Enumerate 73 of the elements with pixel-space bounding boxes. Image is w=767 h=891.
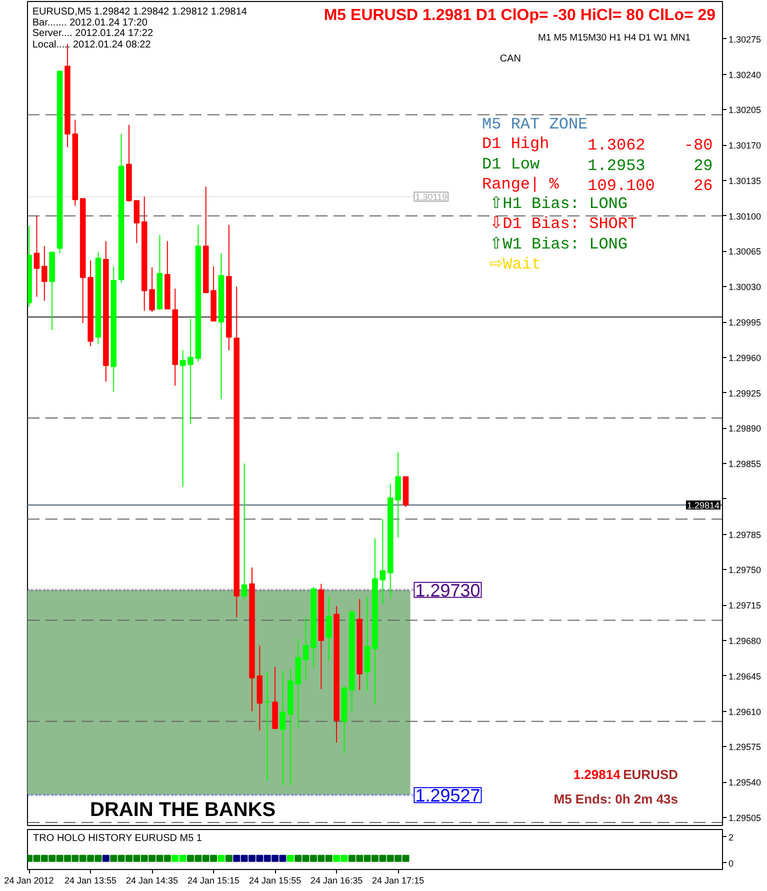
annotation: 1.2953	[588, 157, 646, 176]
ref-line-label: 1.30119	[415, 192, 448, 202]
annotation: Local..... 2012.01.24 08:22	[32, 40, 152, 51]
y-tick-label: 1.29680	[728, 636, 762, 646]
candlestick	[264, 671, 270, 782]
candlestick	[188, 318, 194, 425]
ref-line-label: 1.29814	[686, 500, 720, 510]
x-tick-label: 24 Jan 17:15	[372, 876, 424, 886]
chart-title: TRO HOLO HISTORY EURUSD M5 1	[33, 832, 202, 844]
annotation: 29	[694, 157, 713, 176]
candlestick	[180, 350, 186, 488]
x-tick-label: 24 Jan 2012	[4, 876, 54, 886]
y-tick-label: 1.29540	[728, 778, 762, 788]
annotation: 26	[694, 176, 713, 195]
y-tick-label: 1.30065	[728, 246, 762, 257]
annotation: M5 RAT ZONE	[482, 115, 588, 134]
y-tick-label: 1.30135	[728, 176, 762, 186]
y-tick-label: 1.29505	[728, 812, 762, 823]
y-tick-label: 1.29890	[728, 424, 762, 434]
annotation: M5 Ends: 0h 2m 43s	[554, 792, 678, 807]
y-tick-label: 1.30170	[728, 140, 762, 151]
y-tick-label: 0	[728, 858, 734, 868]
annotation: CAN	[500, 54, 521, 65]
annotation: -80	[684, 136, 713, 155]
annotation: M1 M5 M15M30 H1 H4 D1 W1 MN1	[538, 32, 691, 44]
y-tick-label: 1.30205	[728, 105, 762, 116]
y-tick-label: 1.29995	[728, 318, 762, 328]
candlestick	[302, 616, 309, 680]
y-tick-label: 1.29960	[728, 352, 762, 363]
annotation: ⇧W1 Bias: LONG	[490, 236, 628, 254]
annotation: D1 Low	[482, 156, 540, 174]
annotation: ⇨Wait	[490, 255, 542, 274]
y-tick-label: 1.29855	[728, 459, 762, 470]
y-tick-label: 1.29715	[728, 600, 762, 611]
candlestick	[241, 463, 248, 600]
y-tick-label: 1.29610	[728, 706, 762, 717]
x-tick-label: 24 Jan 13:55	[64, 876, 117, 886]
y-tick-label: 1.29645	[728, 671, 762, 682]
candlestick	[34, 215, 40, 298]
ref-line-label: 1.29527	[415, 786, 480, 806]
annotation: ⇩D1 Bias: SHORT	[490, 214, 638, 233]
x-tick-label: 24 Jan 16:35	[310, 876, 363, 886]
annotation: Server.... 2012.01.24 17:22	[32, 28, 154, 40]
y-tick-label: 1.30100	[728, 211, 762, 222]
ref-line-label: 1.29730	[415, 580, 480, 600]
candlestick	[380, 518, 386, 605]
annotation: EURUSD,M5 1.29842 1.29842 1.29812 1.29814	[32, 6, 248, 18]
y-tick-label: 2	[728, 832, 734, 842]
candlestick	[42, 246, 48, 302]
annotation: 1.29814	[573, 766, 622, 782]
annotation: 1.3062	[588, 136, 646, 155]
y-tick-label: 1.30030	[728, 282, 762, 292]
candlestick	[149, 266, 155, 312]
candlestick	[280, 670, 286, 786]
x-tick-label: 24 Jan 15:55	[249, 876, 302, 886]
annotation: Bar....... 2012.01.24 17:20	[32, 17, 148, 28]
annotation: ⇧H1 Bias: LONG	[490, 195, 628, 214]
y-tick-label: 1.29925	[728, 388, 762, 398]
y-tick-label: 1.30240	[728, 70, 762, 80]
annotation: D1 High	[482, 135, 550, 154]
annotation: DRAIN THE BANKS	[90, 798, 276, 821]
x-tick-label: 24 Jan 15:15	[188, 876, 240, 886]
y-tick-label: 1.30275	[728, 34, 762, 44]
chart-title: M5 EURUSD 1.2981 D1 ClOp= -30 HiCl= 80 ClLo= 29	[324, 7, 716, 24]
y-tick-label: 1.29575	[728, 742, 762, 752]
x-tick-label: 24 Jan 14:35	[126, 876, 178, 886]
candlestick	[134, 200, 140, 244]
annotation: Range| %	[482, 175, 560, 194]
annotation: EURUSD	[623, 766, 678, 782]
candlestick	[326, 596, 332, 662]
y-tick-label: 1.29750	[728, 565, 762, 576]
annotation: 109.100	[588, 176, 655, 195]
y-tick-label: 1.29785	[728, 530, 762, 540]
